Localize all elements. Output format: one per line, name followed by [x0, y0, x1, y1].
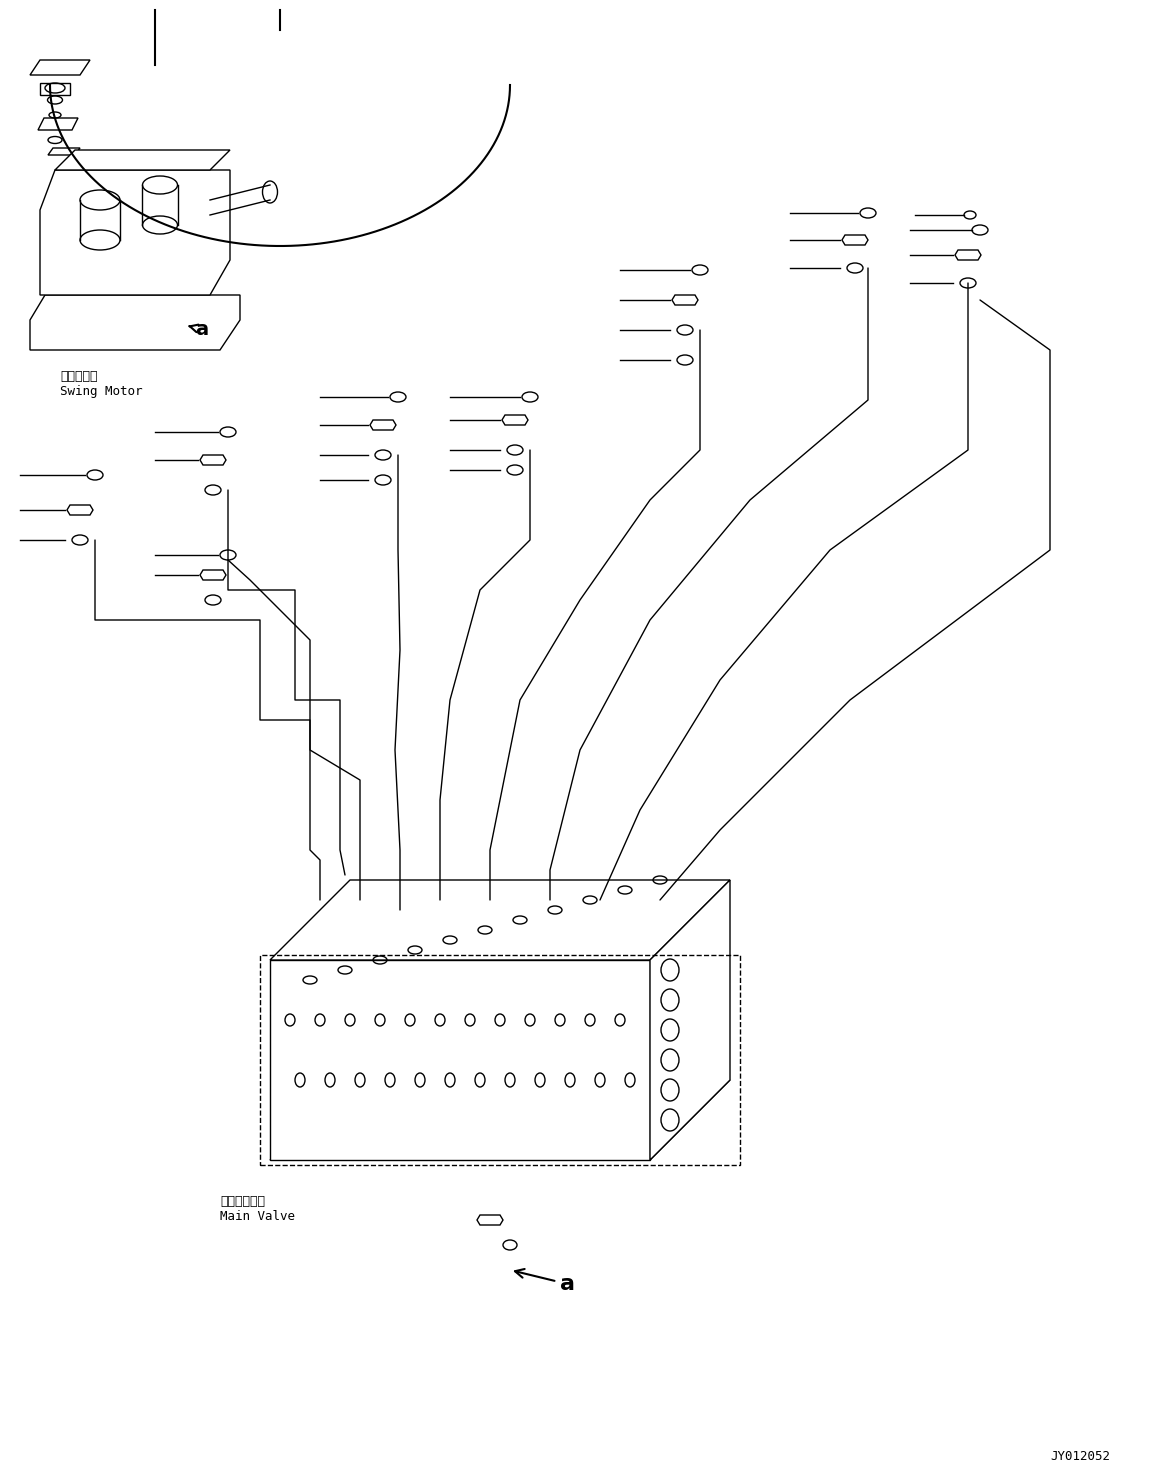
Text: 旋回モータ: 旋回モータ [60, 370, 98, 383]
Text: Swing Motor: Swing Motor [60, 385, 143, 398]
Polygon shape [270, 880, 730, 960]
Polygon shape [477, 1216, 503, 1225]
Polygon shape [40, 170, 230, 294]
Text: メインバルブ: メインバルブ [220, 1195, 265, 1208]
Polygon shape [270, 1080, 730, 1160]
Polygon shape [200, 456, 226, 464]
Bar [260, 955, 740, 1165]
Polygon shape [67, 504, 93, 515]
Polygon shape [55, 149, 230, 170]
Polygon shape [955, 250, 981, 260]
Text: a: a [514, 1269, 576, 1294]
Text: JY012052: JY012052 [1050, 1449, 1110, 1463]
Polygon shape [843, 235, 868, 246]
Polygon shape [650, 880, 730, 1160]
Polygon shape [369, 420, 396, 430]
Polygon shape [502, 416, 528, 424]
Polygon shape [38, 118, 78, 130]
Text: a: a [189, 319, 208, 339]
Polygon shape [672, 294, 698, 305]
Polygon shape [200, 569, 226, 580]
Polygon shape [48, 148, 81, 155]
Polygon shape [30, 294, 241, 351]
Text: Main Valve: Main Valve [220, 1210, 295, 1223]
Bar [40, 83, 70, 95]
Polygon shape [270, 960, 650, 1160]
Polygon shape [30, 61, 90, 75]
